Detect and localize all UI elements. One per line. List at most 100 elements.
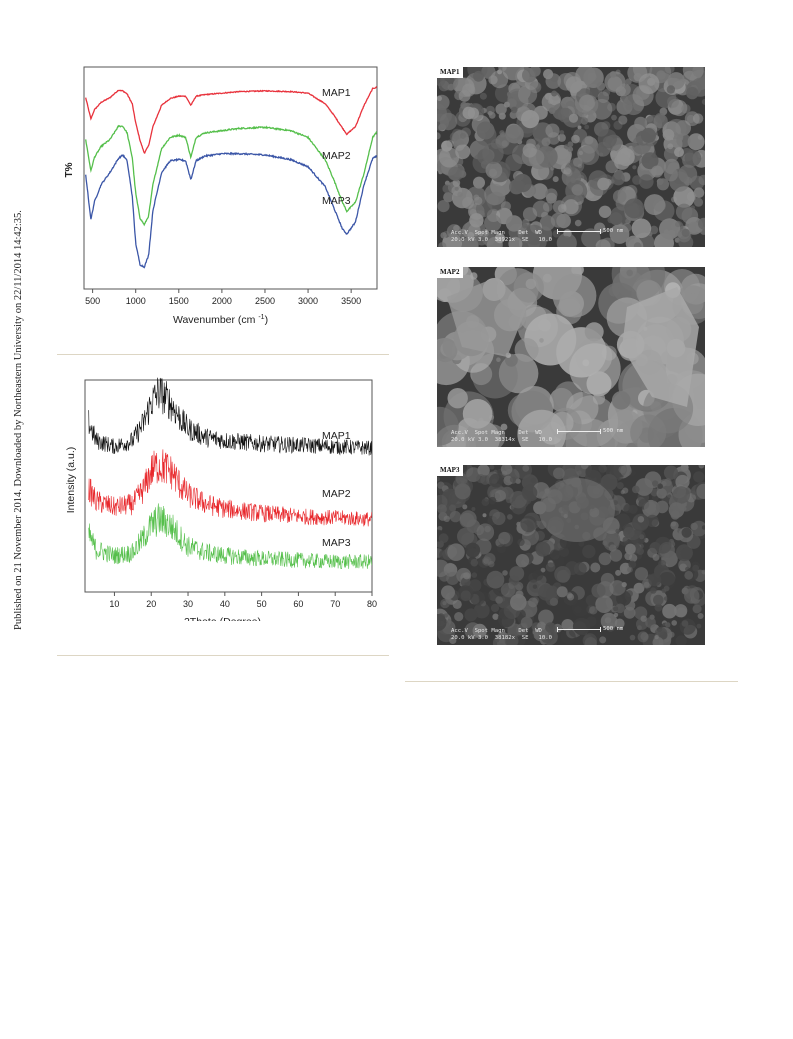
particle [637,631,649,643]
particle [609,224,630,244]
x-tick-label: 60 [293,599,303,609]
particle [599,636,607,644]
particle [454,483,471,500]
particle [633,242,642,247]
divider [57,655,389,656]
series-label: MAP2 [322,150,351,162]
particle [559,130,565,135]
platelet [622,287,699,407]
particle [517,538,525,546]
particle [627,67,648,83]
particle [692,113,704,124]
particle [460,577,471,587]
particle [515,554,530,568]
particle [565,76,583,93]
particle [478,231,484,237]
particle [693,197,704,207]
particle [522,485,538,500]
particle [674,147,684,158]
particle [662,129,675,141]
x-tick-label: 500 [85,296,100,306]
particle [654,635,659,640]
particle [522,465,530,472]
x-axis-label: Wavenumber (cm -1) [173,314,268,326]
particle [458,228,468,239]
particle [485,161,503,179]
particle [437,613,445,621]
particle [554,566,571,583]
particle [618,115,628,125]
particle [558,235,573,247]
particle [679,618,696,635]
sem-image-map1: MAP1 Acc.V Spot Magn Det WD 20.0 kV 3.0 … [437,67,705,247]
particle [437,200,450,213]
particle [517,409,566,447]
sem-label: MAP2 [437,267,464,278]
particle [511,106,518,114]
particle [537,629,549,641]
particle [598,205,612,218]
x-tick-label: 2500 [255,296,275,306]
particle [698,465,705,469]
particle [609,71,617,78]
particle [632,485,640,494]
particle [497,469,502,474]
particle [470,565,479,574]
particle [615,603,625,614]
particle [437,95,442,101]
particle [505,215,523,232]
x-tick-label: 40 [220,599,230,609]
particle [629,634,636,641]
particle [608,285,620,297]
particle [455,473,468,486]
particle [462,83,476,97]
particle [600,612,618,630]
particle [552,176,559,183]
scale-text: 500 nm [603,228,624,234]
platelet [447,277,527,357]
particle [513,173,532,193]
particle [653,594,664,606]
particle [675,221,681,228]
particle [452,599,462,609]
particle [509,476,517,483]
x-tick-label: 20 [146,599,156,609]
particle [479,424,506,447]
particle [441,585,455,600]
particle [490,70,509,89]
particle [578,150,584,156]
particle [612,189,627,204]
particle [645,617,656,628]
particle [484,214,502,232]
particle [597,91,610,104]
particle [539,338,544,343]
particle [688,221,700,234]
particle [481,498,490,506]
particle [437,337,458,363]
particle [541,137,551,147]
scale-text: 500 nm [603,428,624,434]
particle [532,569,544,581]
particle [675,635,687,645]
particle [440,598,450,609]
particle [553,467,565,480]
particle [447,543,465,561]
particle [558,546,570,558]
particle [663,596,669,601]
particle [528,633,535,639]
particle [637,516,645,523]
particle [482,513,487,518]
particle [580,117,589,125]
particle [622,536,629,543]
particle [611,114,617,121]
particle [489,465,495,470]
particle [634,567,649,581]
particle [623,606,636,619]
ftir-chart: MAP1 MAP2 MAP3 500 1000 1500 2000 2500 3000 3500 T… [64,66,378,326]
particle [500,201,511,212]
particle [535,144,540,149]
particle [670,521,679,530]
publication-note: Published on 21 November 2014. Downloade… [3,0,24,1039]
publication-note-text: Published on 21 November 2014. Downloade… [13,210,24,630]
particle [473,176,485,189]
